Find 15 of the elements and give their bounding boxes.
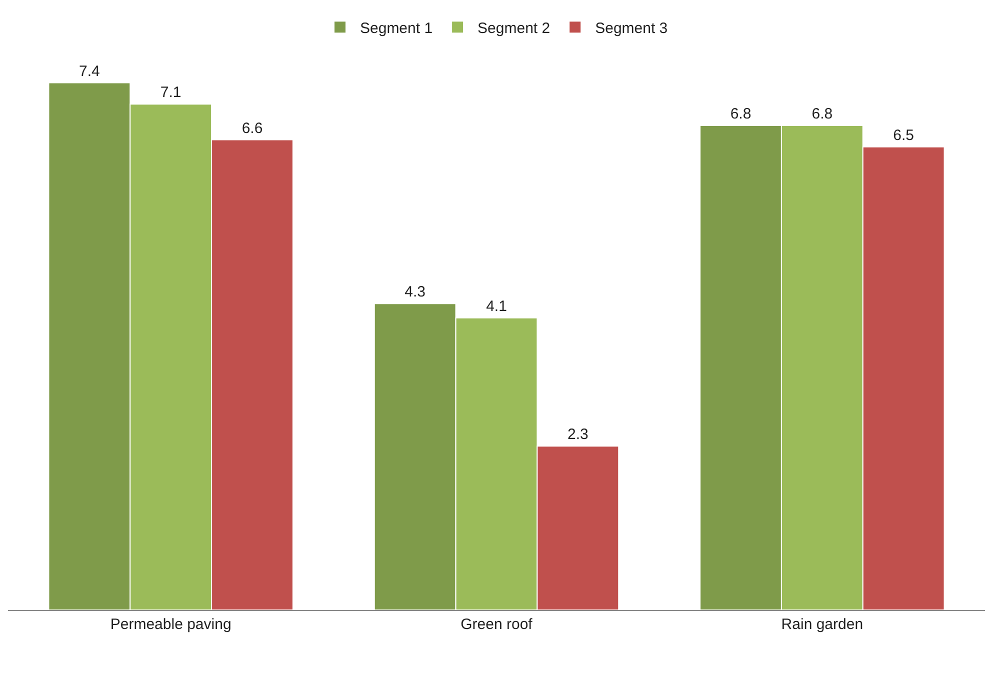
data-label: 6.6 [242,120,263,137]
x-tick-label: Permeable paving [110,616,232,633]
legend-label: Segment 3 [595,20,668,37]
data-label: 6.5 [893,126,914,144]
x-tick-label: Green roof [460,616,534,633]
data-label: 7.1 [160,84,182,102]
data-label: 4.1 [486,298,507,315]
data-label: 6.8 [812,106,833,122]
data-label: 2.3 [567,426,588,444]
x-tick-label: Rain garden [781,616,864,633]
legend-label: Segment 2 [478,20,550,37]
data-label: 6.8 [730,106,752,122]
legend-label: Segment 1 [360,20,433,37]
data-label: 4.3 [404,284,426,301]
data-label: 7.4 [78,62,100,80]
